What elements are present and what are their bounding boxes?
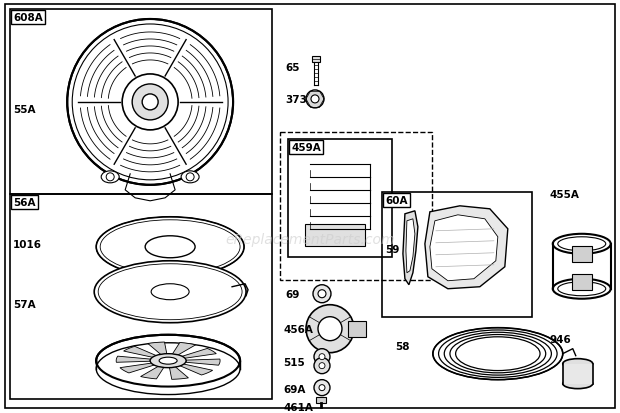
Circle shape bbox=[186, 173, 194, 181]
Text: 461A: 461A bbox=[283, 402, 313, 412]
Bar bbox=[288, 140, 392, 257]
Bar bbox=[572, 246, 591, 262]
Circle shape bbox=[67, 20, 233, 185]
Circle shape bbox=[313, 285, 331, 303]
Text: 56A: 56A bbox=[13, 197, 36, 207]
Text: 459A: 459A bbox=[291, 142, 321, 152]
Ellipse shape bbox=[563, 379, 593, 389]
Text: 60A: 60A bbox=[385, 195, 407, 205]
Text: 69A: 69A bbox=[283, 384, 306, 394]
Polygon shape bbox=[116, 356, 151, 363]
Circle shape bbox=[319, 354, 325, 360]
Circle shape bbox=[306, 91, 324, 109]
Polygon shape bbox=[182, 349, 216, 358]
Ellipse shape bbox=[553, 279, 611, 299]
Polygon shape bbox=[169, 367, 188, 380]
Ellipse shape bbox=[145, 236, 195, 258]
Text: 1016: 1016 bbox=[13, 239, 42, 249]
Ellipse shape bbox=[101, 171, 119, 183]
Text: 608A: 608A bbox=[13, 13, 43, 23]
Text: 69: 69 bbox=[285, 289, 299, 299]
Bar bbox=[348, 321, 366, 337]
Circle shape bbox=[306, 305, 354, 353]
Ellipse shape bbox=[96, 335, 240, 387]
Circle shape bbox=[319, 363, 325, 369]
Bar bbox=[11, 10, 272, 195]
Ellipse shape bbox=[96, 343, 240, 394]
Polygon shape bbox=[180, 364, 213, 375]
Text: 65: 65 bbox=[285, 63, 299, 73]
Circle shape bbox=[132, 85, 168, 121]
Ellipse shape bbox=[151, 284, 189, 300]
Ellipse shape bbox=[563, 359, 593, 369]
Text: eReplacementParts.com: eReplacementParts.com bbox=[225, 232, 395, 246]
Bar bbox=[11, 195, 272, 399]
Text: 55A: 55A bbox=[13, 104, 36, 115]
Text: 946: 946 bbox=[550, 334, 572, 344]
Ellipse shape bbox=[553, 234, 611, 254]
Bar bbox=[563, 364, 593, 384]
Polygon shape bbox=[406, 219, 415, 273]
Bar bbox=[280, 133, 432, 280]
Bar bbox=[312, 57, 320, 63]
Polygon shape bbox=[430, 215, 498, 281]
Text: 59: 59 bbox=[385, 244, 399, 254]
Ellipse shape bbox=[96, 217, 244, 277]
Circle shape bbox=[142, 95, 158, 111]
Bar bbox=[572, 274, 591, 290]
Polygon shape bbox=[172, 343, 196, 355]
Circle shape bbox=[122, 75, 178, 131]
Bar bbox=[316, 396, 326, 403]
Bar bbox=[382, 192, 532, 317]
Circle shape bbox=[314, 349, 330, 365]
Polygon shape bbox=[148, 342, 167, 355]
Polygon shape bbox=[120, 363, 154, 373]
Text: 455A: 455A bbox=[550, 190, 580, 199]
Circle shape bbox=[318, 317, 342, 341]
Circle shape bbox=[311, 96, 319, 104]
Ellipse shape bbox=[94, 261, 246, 323]
Polygon shape bbox=[185, 359, 220, 366]
Circle shape bbox=[106, 173, 114, 181]
Ellipse shape bbox=[150, 354, 186, 368]
Circle shape bbox=[314, 380, 330, 396]
Text: 373: 373 bbox=[285, 95, 307, 104]
Polygon shape bbox=[123, 347, 157, 358]
Ellipse shape bbox=[159, 357, 177, 364]
Bar bbox=[305, 224, 365, 246]
Polygon shape bbox=[425, 206, 508, 289]
Text: 515: 515 bbox=[283, 357, 305, 367]
Text: 58: 58 bbox=[395, 341, 409, 351]
Circle shape bbox=[314, 358, 330, 374]
Polygon shape bbox=[403, 211, 418, 285]
Circle shape bbox=[319, 385, 325, 391]
Circle shape bbox=[318, 290, 326, 298]
Text: 456A: 456A bbox=[283, 324, 313, 334]
Polygon shape bbox=[141, 366, 164, 379]
Text: 57A: 57A bbox=[13, 299, 36, 309]
Ellipse shape bbox=[181, 171, 199, 183]
